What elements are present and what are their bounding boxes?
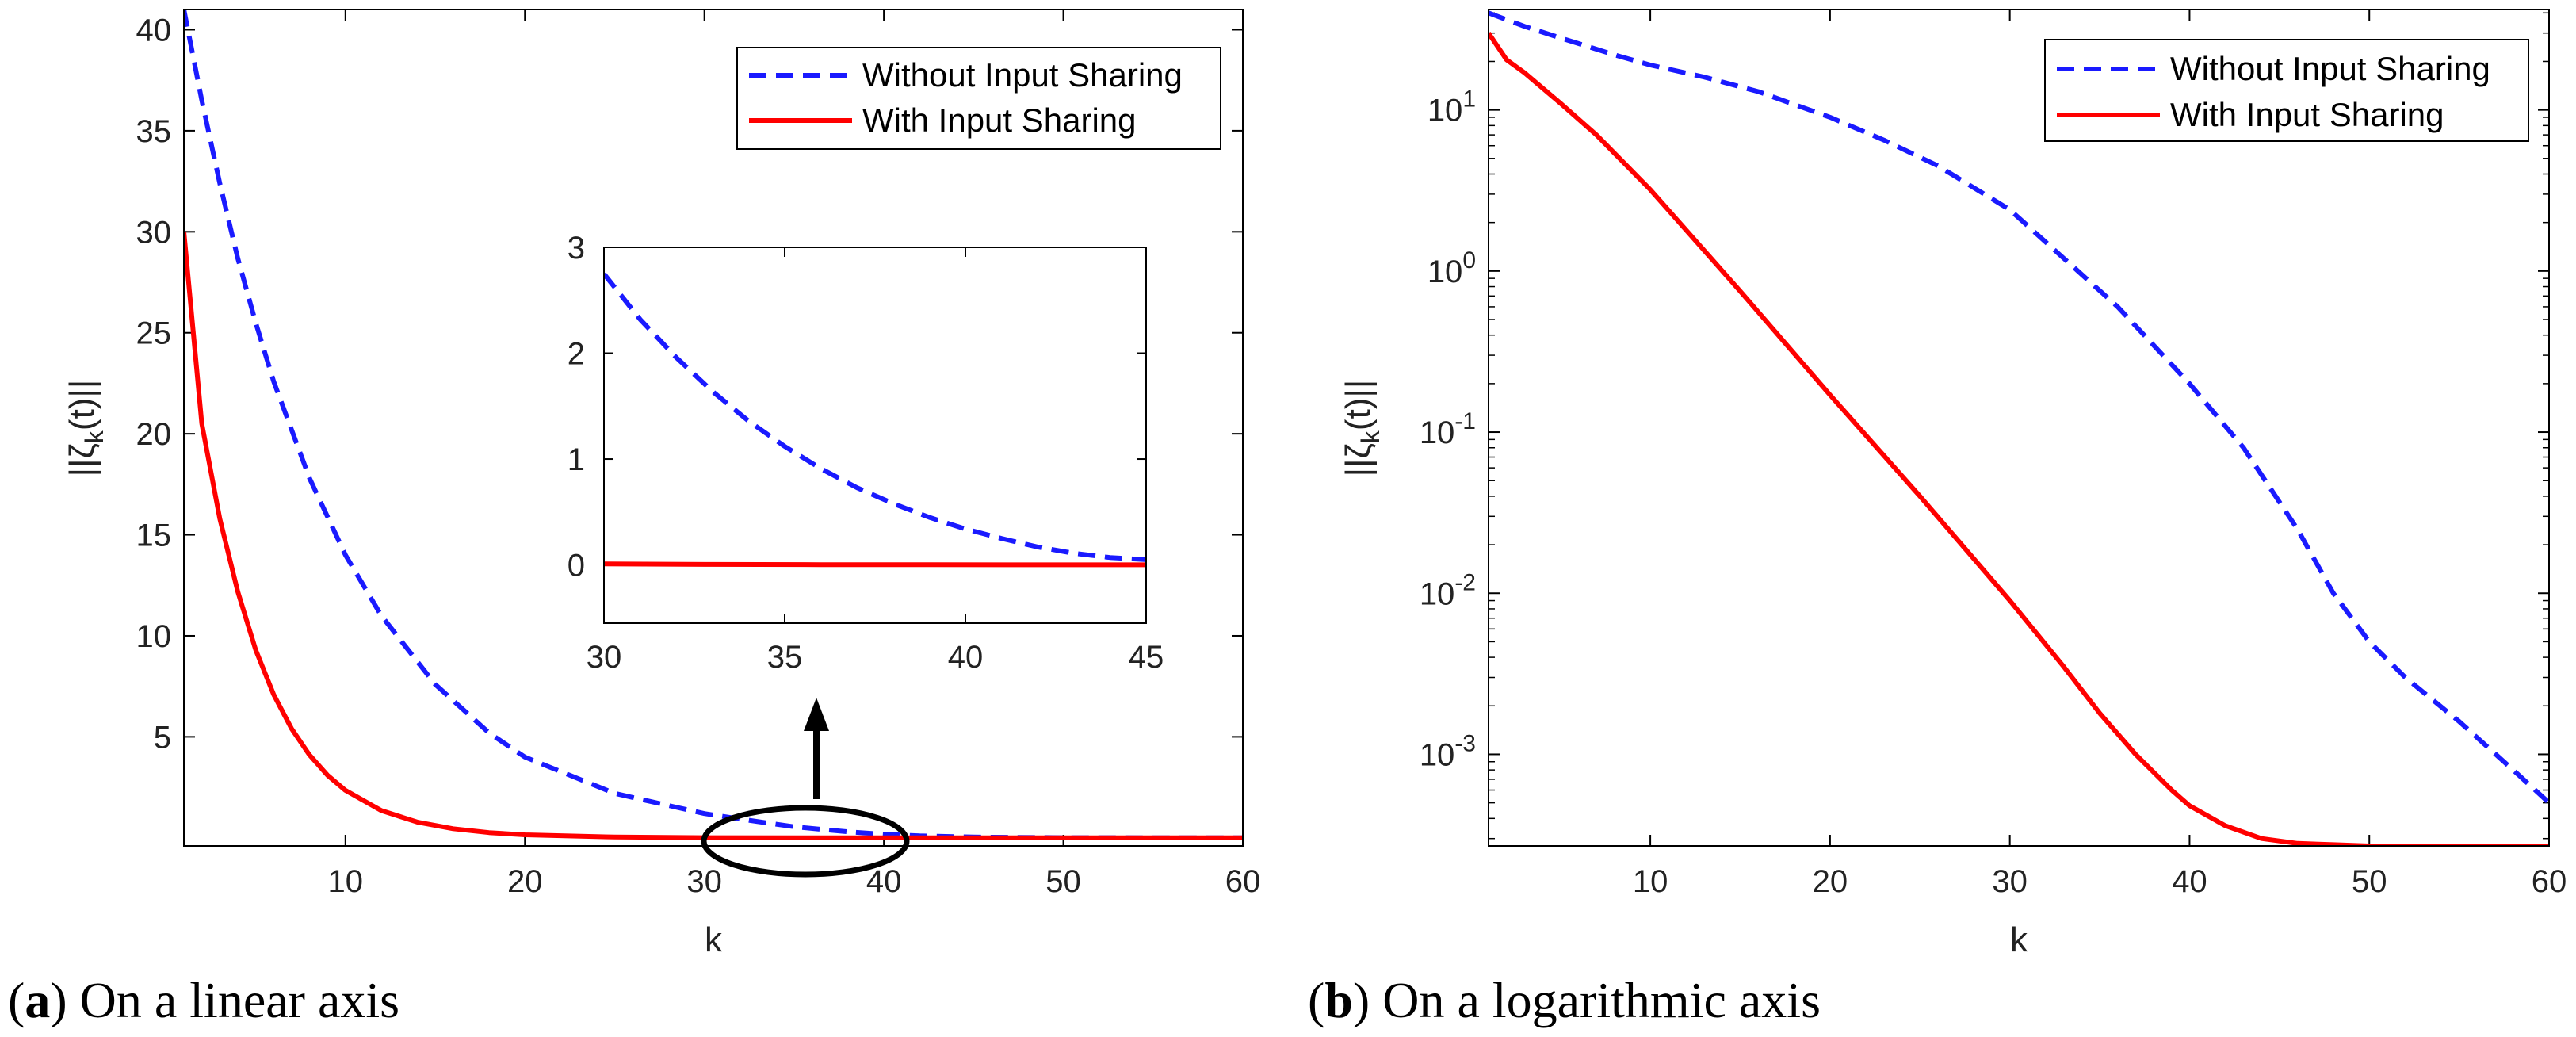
panel-a-y-tick-label: 15	[136, 518, 172, 553]
inset-series	[604, 272, 1146, 568]
panel-b-y-tick-label: 101	[1428, 86, 1476, 128]
panel-a-legend: Without Input Sharing With Input Sharing	[736, 47, 1221, 150]
panel-b-y-tick-label: 10-2	[1420, 569, 1476, 611]
panel-a-x-tick-label: 40	[866, 864, 902, 899]
panel-a-x-tick-label: 10	[328, 864, 364, 899]
panel-b-y-axis-label: ||ζk(t)||	[1339, 380, 1385, 477]
panel-a-y-tick-label: 40	[136, 13, 172, 48]
zoom-region-ellipse	[701, 805, 910, 878]
panel-b-legend-label-without: Without Input Sharing	[2170, 50, 2490, 87]
zoom-arrow-head	[804, 698, 829, 731]
panel-b-series-with-input-sharing	[1489, 32, 2549, 846]
panel-a-legend-box	[736, 47, 1221, 150]
panel-b-y-tick-label: 10-1	[1420, 408, 1476, 450]
panel-b-legend-label-with: With Input Sharing	[2170, 96, 2444, 133]
panel-a-y-axis-label: ||ζk(t)||	[63, 380, 109, 477]
inset-axes-box	[603, 247, 1147, 624]
panel-b-y-tick-labels: 101 100 10-1 10-2 10-3	[1420, 86, 1476, 773]
caption-b: (b) On a logarithmic axis	[1308, 972, 1821, 1028]
panel-a-y-tick-label: 5	[154, 720, 171, 755]
panel-a-legend-label-without: Without Input Sharing	[862, 56, 1183, 94]
panel-a-x-tick-label: 20	[507, 864, 543, 899]
panel-a-y-tick-label: 30	[136, 215, 172, 250]
inset-x-tick-label: 30	[587, 640, 622, 675]
inset-x-tick-label: 45	[1129, 640, 1164, 675]
panel-b-x-tick-label: 60	[2532, 864, 2567, 899]
panel-a-y-tick-label: 35	[136, 114, 172, 149]
caption-a: (a) On a linear axis	[8, 972, 399, 1028]
panel-a-y-tick-label: 20	[136, 417, 172, 452]
panel-a-x-tick-label: 60	[1225, 864, 1261, 899]
panel-b-series-without-input-sharing	[1489, 10, 2549, 805]
panel-a-series	[184, 10, 1243, 840]
panel-a-legend-label-with: With Input Sharing	[862, 101, 1137, 139]
panel-a-x-axis-label: k	[705, 920, 723, 959]
panel-b-y-tick-label: 100	[1428, 247, 1476, 289]
panel-a-x-tick-label: 30	[686, 864, 722, 899]
panel-a-axes-box	[183, 9, 1244, 847]
panel-b-x-tick-label: 10	[1633, 864, 1668, 899]
panel-b-tick-marks	[1489, 10, 2550, 846]
panel-b-y-tick-label: 10-3	[1420, 730, 1476, 772]
panel-b-x-tick-label: 40	[2172, 864, 2207, 899]
panel-b-legend: Without Input Sharing With Input Sharing	[2044, 39, 2529, 142]
inset-y-tick-label: 0	[568, 549, 585, 584]
panel-b-x-axis-label: k	[2010, 920, 2028, 959]
panel-b-legend-box	[2044, 39, 2529, 142]
inset-y-tick-label: 2	[568, 337, 585, 372]
inset-y-tick-label: 3	[568, 231, 585, 266]
inset-series-without-input-sharing	[604, 272, 1146, 562]
inset-x-tick-label: 35	[767, 640, 803, 675]
panel-a-series-with-input-sharing	[184, 232, 1243, 840]
panel-b-x-tick-label: 20	[1813, 864, 1848, 899]
panel-a-x-tick-label: 50	[1045, 864, 1081, 899]
panel-a-inset: 30 35 40 45 0 1 2 3	[568, 231, 1164, 675]
inset-x-tick-label: 40	[948, 640, 984, 675]
panel-a-x-tick-labels: 10 20 30 40 50 60	[328, 864, 1261, 899]
panel-a-y-tick-labels: 5 10 15 20 25 30 35 40	[136, 13, 172, 755]
panel-a-y-tick-label: 10	[136, 619, 172, 654]
inset-y-tick-label: 1	[568, 442, 585, 477]
inset-x-tick-labels: 30 35 40 45	[587, 640, 1164, 675]
panel-b-x-tick-label: 50	[2352, 864, 2387, 899]
inset-y-tick-labels: 0 1 2 3	[568, 231, 585, 584]
panel-b-x-tick-label: 30	[1992, 864, 2028, 899]
panel-b-series	[1489, 10, 2549, 846]
panel-b-axes-box	[1488, 9, 2550, 847]
panel-b: 10 20 30 40 50 60 101 100 10-1 10-2 10-3 k ||ζk(t…	[1339, 9, 2566, 959]
panel-a-y-tick-label: 25	[136, 316, 172, 351]
panel-b-x-tick-labels: 10 20 30 40 50 60	[1633, 864, 2566, 899]
